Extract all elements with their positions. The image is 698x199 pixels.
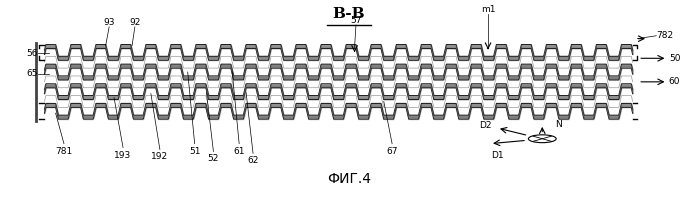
Text: 57: 57 <box>350 16 362 25</box>
Text: 60: 60 <box>669 77 681 86</box>
Text: 52: 52 <box>208 154 219 163</box>
Text: 61: 61 <box>233 147 245 156</box>
Text: 782: 782 <box>656 31 674 40</box>
Text: 65: 65 <box>26 69 38 78</box>
Text: 193: 193 <box>114 150 132 160</box>
Text: 781: 781 <box>55 147 73 156</box>
Text: 62: 62 <box>247 156 259 165</box>
Text: 92: 92 <box>129 18 140 27</box>
Text: 50: 50 <box>669 54 681 63</box>
Text: ФИГ.4: ФИГ.4 <box>327 172 371 186</box>
Text: 192: 192 <box>151 152 168 161</box>
Text: B-B: B-B <box>333 7 365 21</box>
Text: D2: D2 <box>479 121 491 130</box>
Text: 67: 67 <box>387 147 398 156</box>
Text: m1: m1 <box>481 5 496 14</box>
Text: N: N <box>555 120 561 129</box>
Text: 51: 51 <box>189 147 200 156</box>
Text: 56: 56 <box>26 49 38 58</box>
Text: 93: 93 <box>103 18 115 27</box>
Text: D1: D1 <box>491 150 503 160</box>
